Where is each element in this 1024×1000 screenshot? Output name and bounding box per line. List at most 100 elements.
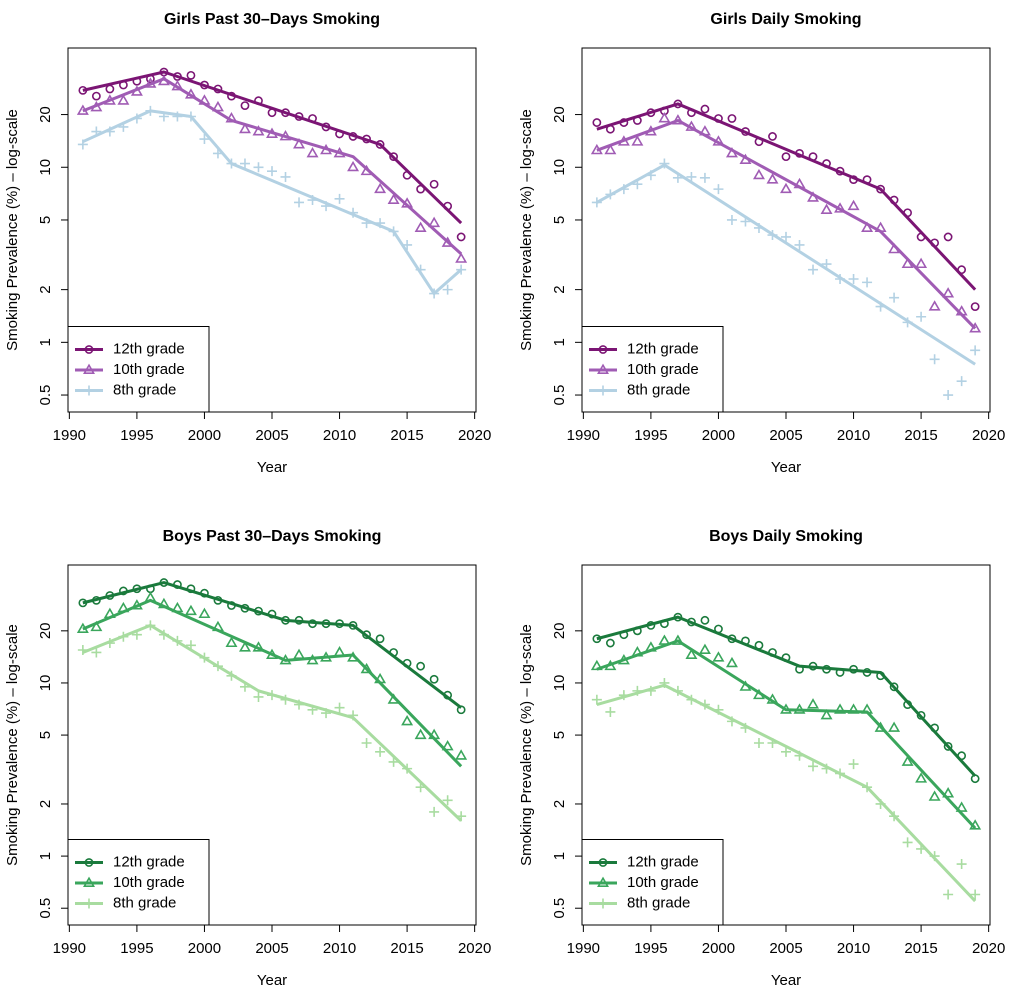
y-tick-label: 5 (37, 216, 54, 224)
point (374, 672, 387, 684)
point (389, 152, 398, 162)
point (713, 184, 724, 195)
point (644, 641, 657, 652)
point (645, 685, 656, 696)
point (443, 690, 453, 700)
point (862, 175, 872, 185)
point (793, 703, 806, 714)
point (157, 597, 170, 609)
point (862, 782, 873, 793)
point (185, 640, 196, 651)
y-tick-label: 2 (551, 800, 568, 808)
point (645, 170, 656, 181)
point (158, 111, 169, 122)
point (848, 759, 859, 770)
point (103, 607, 116, 619)
point (930, 723, 940, 733)
point (335, 619, 344, 629)
point (834, 703, 847, 714)
point (226, 670, 237, 681)
point (159, 578, 169, 587)
chart-title: Girls Daily Smoking (710, 11, 861, 28)
point (225, 112, 238, 123)
point (808, 264, 819, 275)
point (103, 94, 116, 105)
point (849, 664, 858, 674)
point (441, 236, 454, 247)
fit-line (82, 598, 463, 768)
x-tick-label: 1990 (567, 427, 600, 444)
point (739, 680, 752, 691)
point (930, 238, 940, 248)
point (186, 70, 196, 80)
point (889, 195, 899, 205)
point (740, 722, 751, 733)
point (267, 166, 277, 177)
point (321, 619, 331, 629)
point (916, 311, 927, 322)
y-tick-label: 2 (37, 285, 54, 293)
y-tick-label: 1 (37, 852, 54, 860)
point (685, 648, 698, 660)
point (117, 601, 130, 613)
point (266, 127, 278, 138)
point (428, 728, 441, 740)
legend-marker (83, 876, 95, 887)
point (173, 580, 182, 589)
point (415, 264, 426, 275)
point (348, 620, 358, 630)
legend-marker (84, 898, 94, 909)
point (227, 601, 236, 610)
point (348, 207, 359, 218)
point (618, 690, 629, 701)
point (360, 164, 373, 176)
point (172, 111, 183, 122)
point (592, 634, 602, 644)
point (144, 77, 157, 88)
point (415, 782, 426, 793)
point (712, 651, 725, 662)
point (213, 84, 223, 94)
point (321, 201, 332, 212)
point (780, 182, 792, 194)
point (388, 756, 399, 767)
point (901, 257, 914, 269)
point (254, 96, 263, 106)
point (441, 740, 454, 751)
point (414, 728, 427, 740)
point (294, 699, 305, 710)
point (227, 91, 236, 101)
point (402, 658, 412, 668)
point (104, 126, 115, 137)
point (307, 704, 318, 715)
point (158, 629, 169, 640)
y-tick-label: 2 (551, 285, 568, 293)
point (321, 122, 331, 132)
point (646, 108, 656, 118)
point (605, 706, 616, 717)
point (605, 124, 615, 134)
point (632, 685, 643, 696)
point (876, 671, 885, 681)
y-tick-label: 1 (551, 338, 568, 346)
point (198, 607, 211, 619)
point (646, 620, 656, 630)
point (768, 648, 777, 657)
point (456, 811, 467, 822)
point (727, 634, 737, 644)
point (347, 651, 360, 662)
point (185, 111, 196, 122)
point (605, 638, 615, 648)
point (388, 226, 399, 237)
point (781, 152, 791, 162)
point (239, 681, 250, 692)
point (969, 322, 982, 333)
point (456, 264, 467, 275)
point (252, 641, 265, 652)
point (267, 108, 277, 118)
point (605, 189, 616, 200)
point (105, 591, 115, 600)
point (334, 702, 345, 713)
point (294, 615, 304, 625)
point (308, 114, 317, 123)
